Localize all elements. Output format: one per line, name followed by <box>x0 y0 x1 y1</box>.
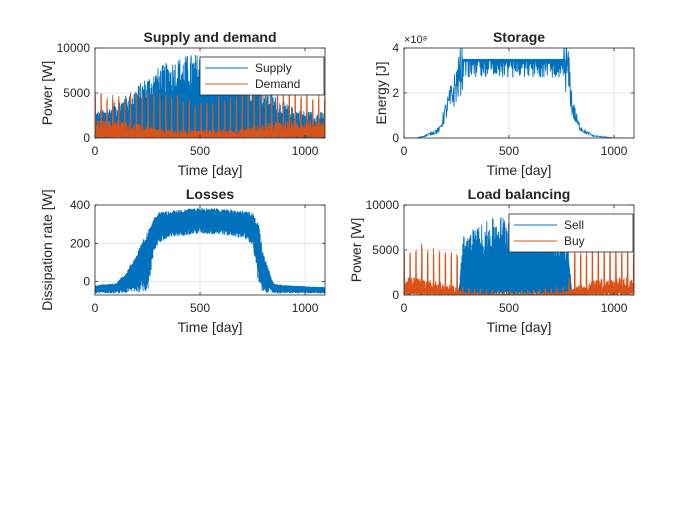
y-tick-label: 5000 <box>63 86 90 100</box>
x-tick-label: 1000 <box>292 301 319 315</box>
y-tick-label: 0 <box>392 288 399 302</box>
y-tick-label: 0 <box>83 131 90 145</box>
x-tick-label: 500 <box>499 301 519 315</box>
legend-label-sell: Sell <box>564 218 584 232</box>
x-axis-label: Time [day] <box>178 319 243 335</box>
x-tick-label: 1000 <box>292 144 319 158</box>
legend-label-buy: Buy <box>564 234 585 248</box>
x-tick-label: 500 <box>190 301 210 315</box>
y-axis-label: Power [W] <box>39 61 55 126</box>
series-line-sell <box>404 213 634 295</box>
y-tick-label: 4 <box>392 41 399 55</box>
y-axis-label: Dissipation rate [W] <box>39 189 55 310</box>
series-line-supply <box>95 54 325 138</box>
legend-label-supply: Supply <box>255 61 292 75</box>
x-tick-label: 0 <box>401 144 408 158</box>
legend-label-demand: Demand <box>255 77 300 91</box>
plot-series <box>404 48 634 138</box>
x-tick-label: 0 <box>92 301 99 315</box>
y-tick-label: 400 <box>70 198 90 212</box>
x-axis-label: Time [day] <box>487 162 552 178</box>
chart-title: Losses <box>186 186 234 202</box>
x-tick-label: 1000 <box>601 144 628 158</box>
series-line-demand <box>95 90 325 138</box>
y-tick-label: 10000 <box>366 198 400 212</box>
y-tick-label: 0 <box>83 275 90 289</box>
chart-losses: 0 500 1000 0 200 400 Losses Time [day] Dissipati… <box>39 186 326 335</box>
series-line-data <box>404 48 634 138</box>
legend-box <box>199 56 325 96</box>
y-axis-label: Energy [J] <box>373 61 389 124</box>
y-tick-label: 10000 <box>57 41 91 55</box>
legend: Sell Buy <box>508 213 634 253</box>
legend: Supply Demand <box>199 56 325 96</box>
x-axis-label: Time [day] <box>487 319 552 335</box>
y-tick-label: 200 <box>70 236 90 250</box>
y-tick-label: 0 <box>392 131 399 145</box>
legend-box <box>508 213 634 253</box>
plot-series <box>95 54 325 138</box>
x-axis-label: Time [day] <box>178 162 243 178</box>
chart-title: Storage <box>493 29 545 45</box>
y-tick-label: 2 <box>392 86 399 100</box>
chart-title: Load balancing <box>468 186 571 202</box>
chart-storage: 0 500 1000 0 2 4 Storage Time [day] Energy [J] ×1… <box>373 29 635 178</box>
y-tick-label: 5000 <box>372 243 399 257</box>
y-exponent-label: ×10⁸ <box>404 34 427 46</box>
axes-box <box>94 204 326 296</box>
chart-title: Supply and demand <box>143 29 276 45</box>
plot-series <box>95 207 325 294</box>
x-tick-label: 0 <box>92 144 99 158</box>
x-tick-label: 0 <box>401 301 408 315</box>
y-axis-label: Power [W] <box>348 218 364 283</box>
x-tick-label: 1000 <box>601 301 628 315</box>
x-tick-label: 500 <box>499 144 519 158</box>
x-tick-label: 500 <box>190 144 210 158</box>
series-line-data <box>95 207 325 294</box>
